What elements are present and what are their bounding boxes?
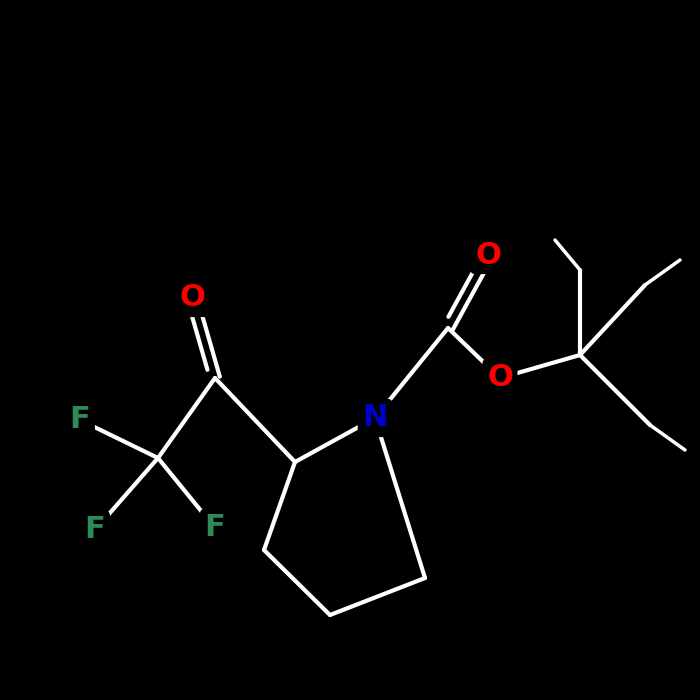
Text: O: O	[179, 284, 205, 312]
Text: F: F	[204, 514, 225, 542]
Text: F: F	[85, 515, 106, 545]
Text: N: N	[363, 403, 388, 433]
Text: O: O	[475, 241, 501, 270]
Text: F: F	[69, 405, 90, 435]
Text: O: O	[487, 363, 513, 393]
